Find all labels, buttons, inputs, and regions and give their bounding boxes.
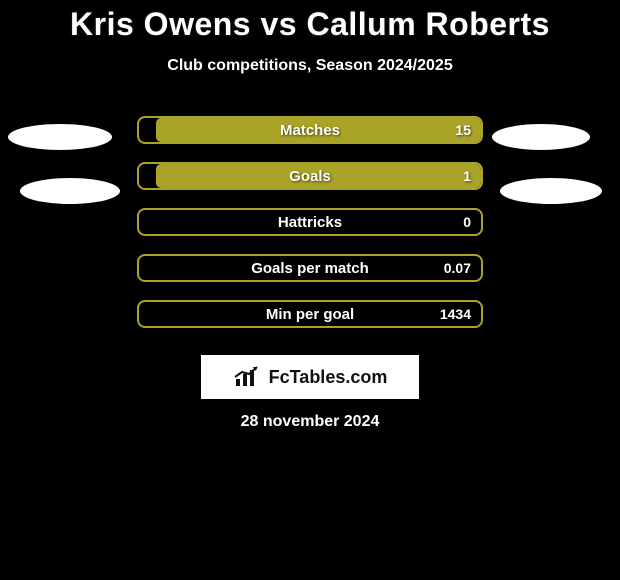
stat-bar-track: Goals per match0.07 xyxy=(137,254,483,282)
stat-bar-track: Matches15 xyxy=(137,116,483,144)
page-subtitle: Club competitions, Season 2024/2025 xyxy=(167,57,452,74)
stat-value: 1434 xyxy=(440,302,471,326)
stat-label: Min per goal xyxy=(139,302,481,326)
stat-row: Goals per match0.07 xyxy=(0,245,620,291)
logo-chart-icon xyxy=(233,365,263,389)
logo-text: FcTables.com xyxy=(269,367,388,388)
stat-bar-track: Hattricks0 xyxy=(137,208,483,236)
stat-value: 0.07 xyxy=(444,256,471,280)
stat-bar-fill xyxy=(156,118,481,142)
subtitle-row: Club competitions, Season 2024/2025 xyxy=(0,57,620,75)
logo-box[interactable]: FcTables.com xyxy=(201,355,419,399)
stats-area: Matches15 Goals1 Hattricks0 Goals per match… xyxy=(0,107,620,337)
page-title: Kris Owens vs Callum Roberts xyxy=(70,6,550,42)
date-row: 28 november 2024 xyxy=(0,413,620,431)
stat-label: Goals per match xyxy=(139,256,481,280)
stat-row: Goals1 xyxy=(0,153,620,199)
stat-row: Min per goal1434 xyxy=(0,291,620,337)
footer-date: 28 november 2024 xyxy=(241,413,380,430)
stat-bar-track: Min per goal1434 xyxy=(137,300,483,328)
stat-value: 0 xyxy=(463,210,471,234)
title-row: Kris Owens vs Callum Roberts xyxy=(0,0,620,43)
stat-row: Hattricks0 xyxy=(0,199,620,245)
stat-bar-fill xyxy=(156,164,481,188)
stat-label: Hattricks xyxy=(139,210,481,234)
stat-row: Matches15 xyxy=(0,107,620,153)
stat-bar-track: Goals1 xyxy=(137,162,483,190)
